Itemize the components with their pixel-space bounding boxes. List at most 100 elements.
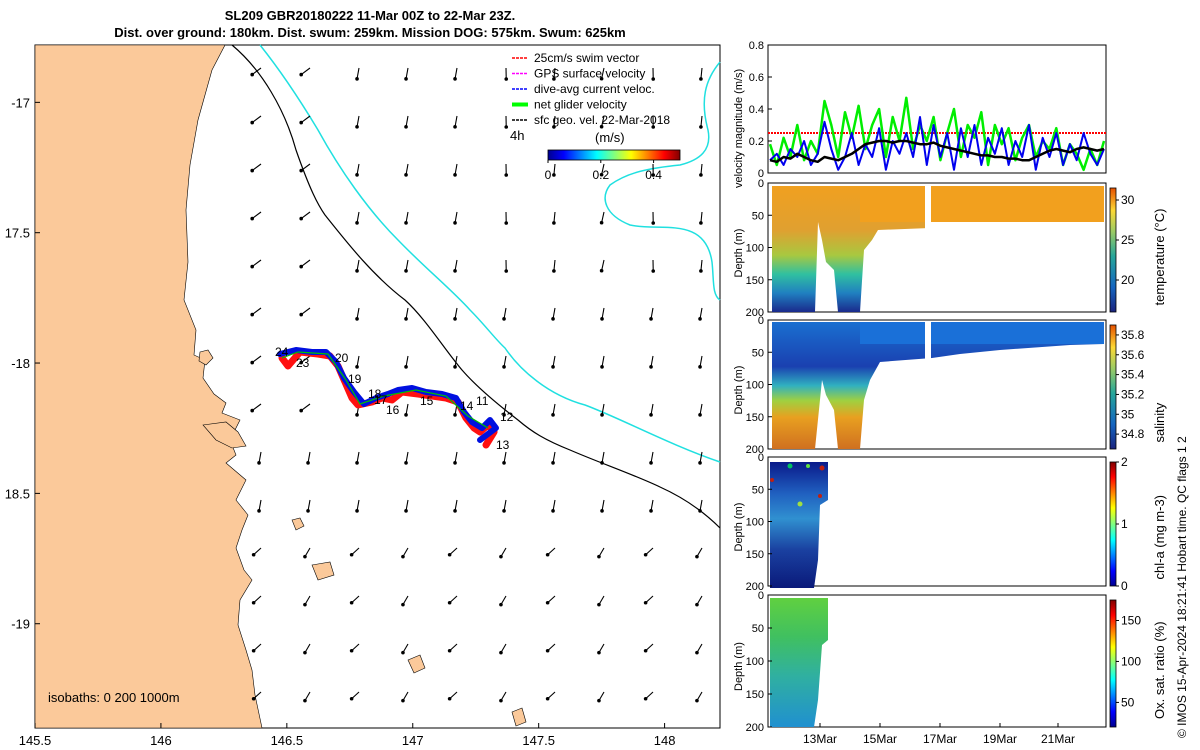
current-vector-head bbox=[355, 317, 359, 321]
colorbar-tick-label: 0.2 bbox=[592, 168, 609, 182]
current-vector-head bbox=[250, 264, 254, 269]
current-vector-head bbox=[643, 648, 648, 653]
current-vector bbox=[601, 67, 605, 79]
current-vector bbox=[356, 259, 360, 271]
current-vector-head bbox=[545, 600, 550, 605]
track-label: 15 bbox=[420, 394, 434, 408]
current-vector-head bbox=[698, 413, 702, 417]
current-vector bbox=[251, 259, 262, 268]
map-y-tick-label: 18.5 bbox=[5, 486, 30, 501]
track-label: 24 bbox=[275, 345, 289, 359]
current-vector-head bbox=[404, 221, 408, 225]
depth-tick-label: 0 bbox=[758, 315, 764, 327]
current-vector-head bbox=[401, 698, 405, 703]
current-vector bbox=[552, 307, 556, 319]
temperature-panel: 0 50 100 150 200 Depth (m) 20 25 30 temperature (… bbox=[733, 178, 1167, 319]
current-vector-head bbox=[250, 312, 254, 317]
current-vector-head bbox=[552, 269, 556, 273]
isobaths-label: isobaths: 0 200 1000m bbox=[48, 690, 180, 705]
current-vector bbox=[552, 451, 556, 463]
depth-tick-label: 100 bbox=[746, 517, 764, 529]
current-vector-head bbox=[250, 168, 254, 173]
current-vector bbox=[454, 115, 458, 127]
current-vector-head bbox=[404, 125, 408, 129]
depth-tick-label: 150 bbox=[746, 549, 764, 561]
isobath-1000m bbox=[259, 44, 721, 463]
current-vector-head bbox=[649, 461, 653, 465]
current-vector-head bbox=[251, 600, 256, 605]
current-vector-head bbox=[453, 365, 457, 369]
current-vector-head bbox=[404, 77, 408, 81]
current-vector-head bbox=[504, 77, 509, 81]
current-vector-head bbox=[552, 221, 556, 225]
current-vector-head bbox=[599, 76, 604, 81]
current-vector-head bbox=[597, 602, 601, 607]
track-label: 13 bbox=[496, 438, 510, 452]
current-vector-head bbox=[299, 168, 303, 173]
current-vector-head bbox=[504, 125, 509, 129]
chart-title-line2: Dist. over ground: 180km. Dist. swum: 25… bbox=[114, 25, 626, 40]
legend-lag-label: 4h bbox=[510, 128, 524, 143]
current-vector bbox=[356, 451, 360, 463]
current-vector-head bbox=[551, 509, 555, 513]
current-vector-head bbox=[257, 461, 261, 465]
current-vector-head bbox=[355, 125, 359, 129]
time-tick-label: 13Mar bbox=[803, 732, 837, 746]
current-vector-head bbox=[355, 461, 359, 465]
colorbar-tick-label: 34.8 bbox=[1121, 427, 1145, 441]
current-vector-head bbox=[303, 554, 307, 559]
current-vector bbox=[300, 355, 311, 364]
depth-tick-label: 150 bbox=[746, 412, 764, 424]
colorbar-label: temperature (°C) bbox=[1152, 209, 1167, 306]
chla-highlights bbox=[770, 463, 825, 507]
current-vector bbox=[300, 307, 311, 316]
current-vector bbox=[300, 403, 311, 412]
colorbar-tick-label: 0 bbox=[545, 168, 552, 182]
current-vector bbox=[258, 451, 262, 463]
current-vector bbox=[553, 67, 556, 80]
map-y-tick-label: 17.5 bbox=[5, 226, 30, 241]
current-vector-head bbox=[447, 648, 452, 653]
current-vector bbox=[552, 499, 556, 511]
current-vector-head bbox=[447, 552, 452, 557]
current-vector-head bbox=[355, 269, 359, 273]
current-vector-head bbox=[447, 600, 452, 605]
oxygen-panel: 0 50 100 150 200 Depth (m) 50 100 150 Ox. sat. ra… bbox=[733, 590, 1167, 746]
panel-colorbar bbox=[1109, 461, 1117, 587]
current-vector-head bbox=[651, 173, 656, 177]
current-vector bbox=[650, 355, 654, 367]
current-vector bbox=[251, 307, 262, 316]
depth-tick-label: 200 bbox=[746, 722, 764, 734]
current-vector-head bbox=[299, 120, 303, 125]
current-vector bbox=[699, 403, 703, 415]
map-colorbar bbox=[547, 149, 681, 161]
depth-tick-label: 50 bbox=[752, 210, 764, 222]
current-vector-head bbox=[404, 509, 408, 513]
current-vector bbox=[454, 355, 458, 367]
current-vector bbox=[601, 211, 605, 223]
oxygen-field bbox=[770, 598, 828, 727]
velocity-series-line bbox=[769, 139, 1105, 164]
current-vector-head bbox=[303, 650, 307, 655]
velocity-ylabel: velocity magnitude (m/s) bbox=[733, 69, 745, 188]
current-vector-head bbox=[551, 317, 555, 321]
map-x-tick-label: 147.5 bbox=[522, 733, 555, 748]
current-vector-head bbox=[453, 77, 457, 81]
current-vector-head bbox=[651, 125, 656, 129]
current-vector bbox=[405, 115, 409, 127]
current-vector-head bbox=[453, 125, 457, 129]
chart-title-line1: SL209 GBR20180222 11-Mar 00Z to 22-Mar 2… bbox=[224, 8, 516, 23]
track-label: 19 bbox=[348, 372, 362, 386]
map-x-axis: 145.5 146 146.5 147 147.5 148 bbox=[19, 723, 675, 748]
current-vector bbox=[356, 67, 360, 79]
map-y-tick-label: -19 bbox=[11, 617, 30, 632]
current-vector-head bbox=[299, 264, 303, 269]
current-vector-head bbox=[453, 221, 457, 225]
track-label: 23 bbox=[296, 356, 310, 370]
current-vector-head bbox=[250, 216, 254, 221]
current-vector-head bbox=[250, 72, 254, 77]
track-label: 17 bbox=[374, 393, 388, 407]
depth-tick-label: 0 bbox=[758, 590, 764, 602]
current-vector bbox=[405, 67, 409, 79]
